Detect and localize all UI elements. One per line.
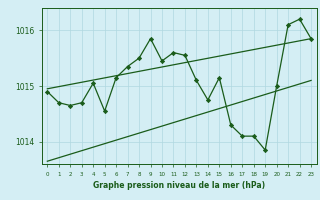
X-axis label: Graphe pression niveau de la mer (hPa): Graphe pression niveau de la mer (hPa)	[93, 181, 265, 190]
